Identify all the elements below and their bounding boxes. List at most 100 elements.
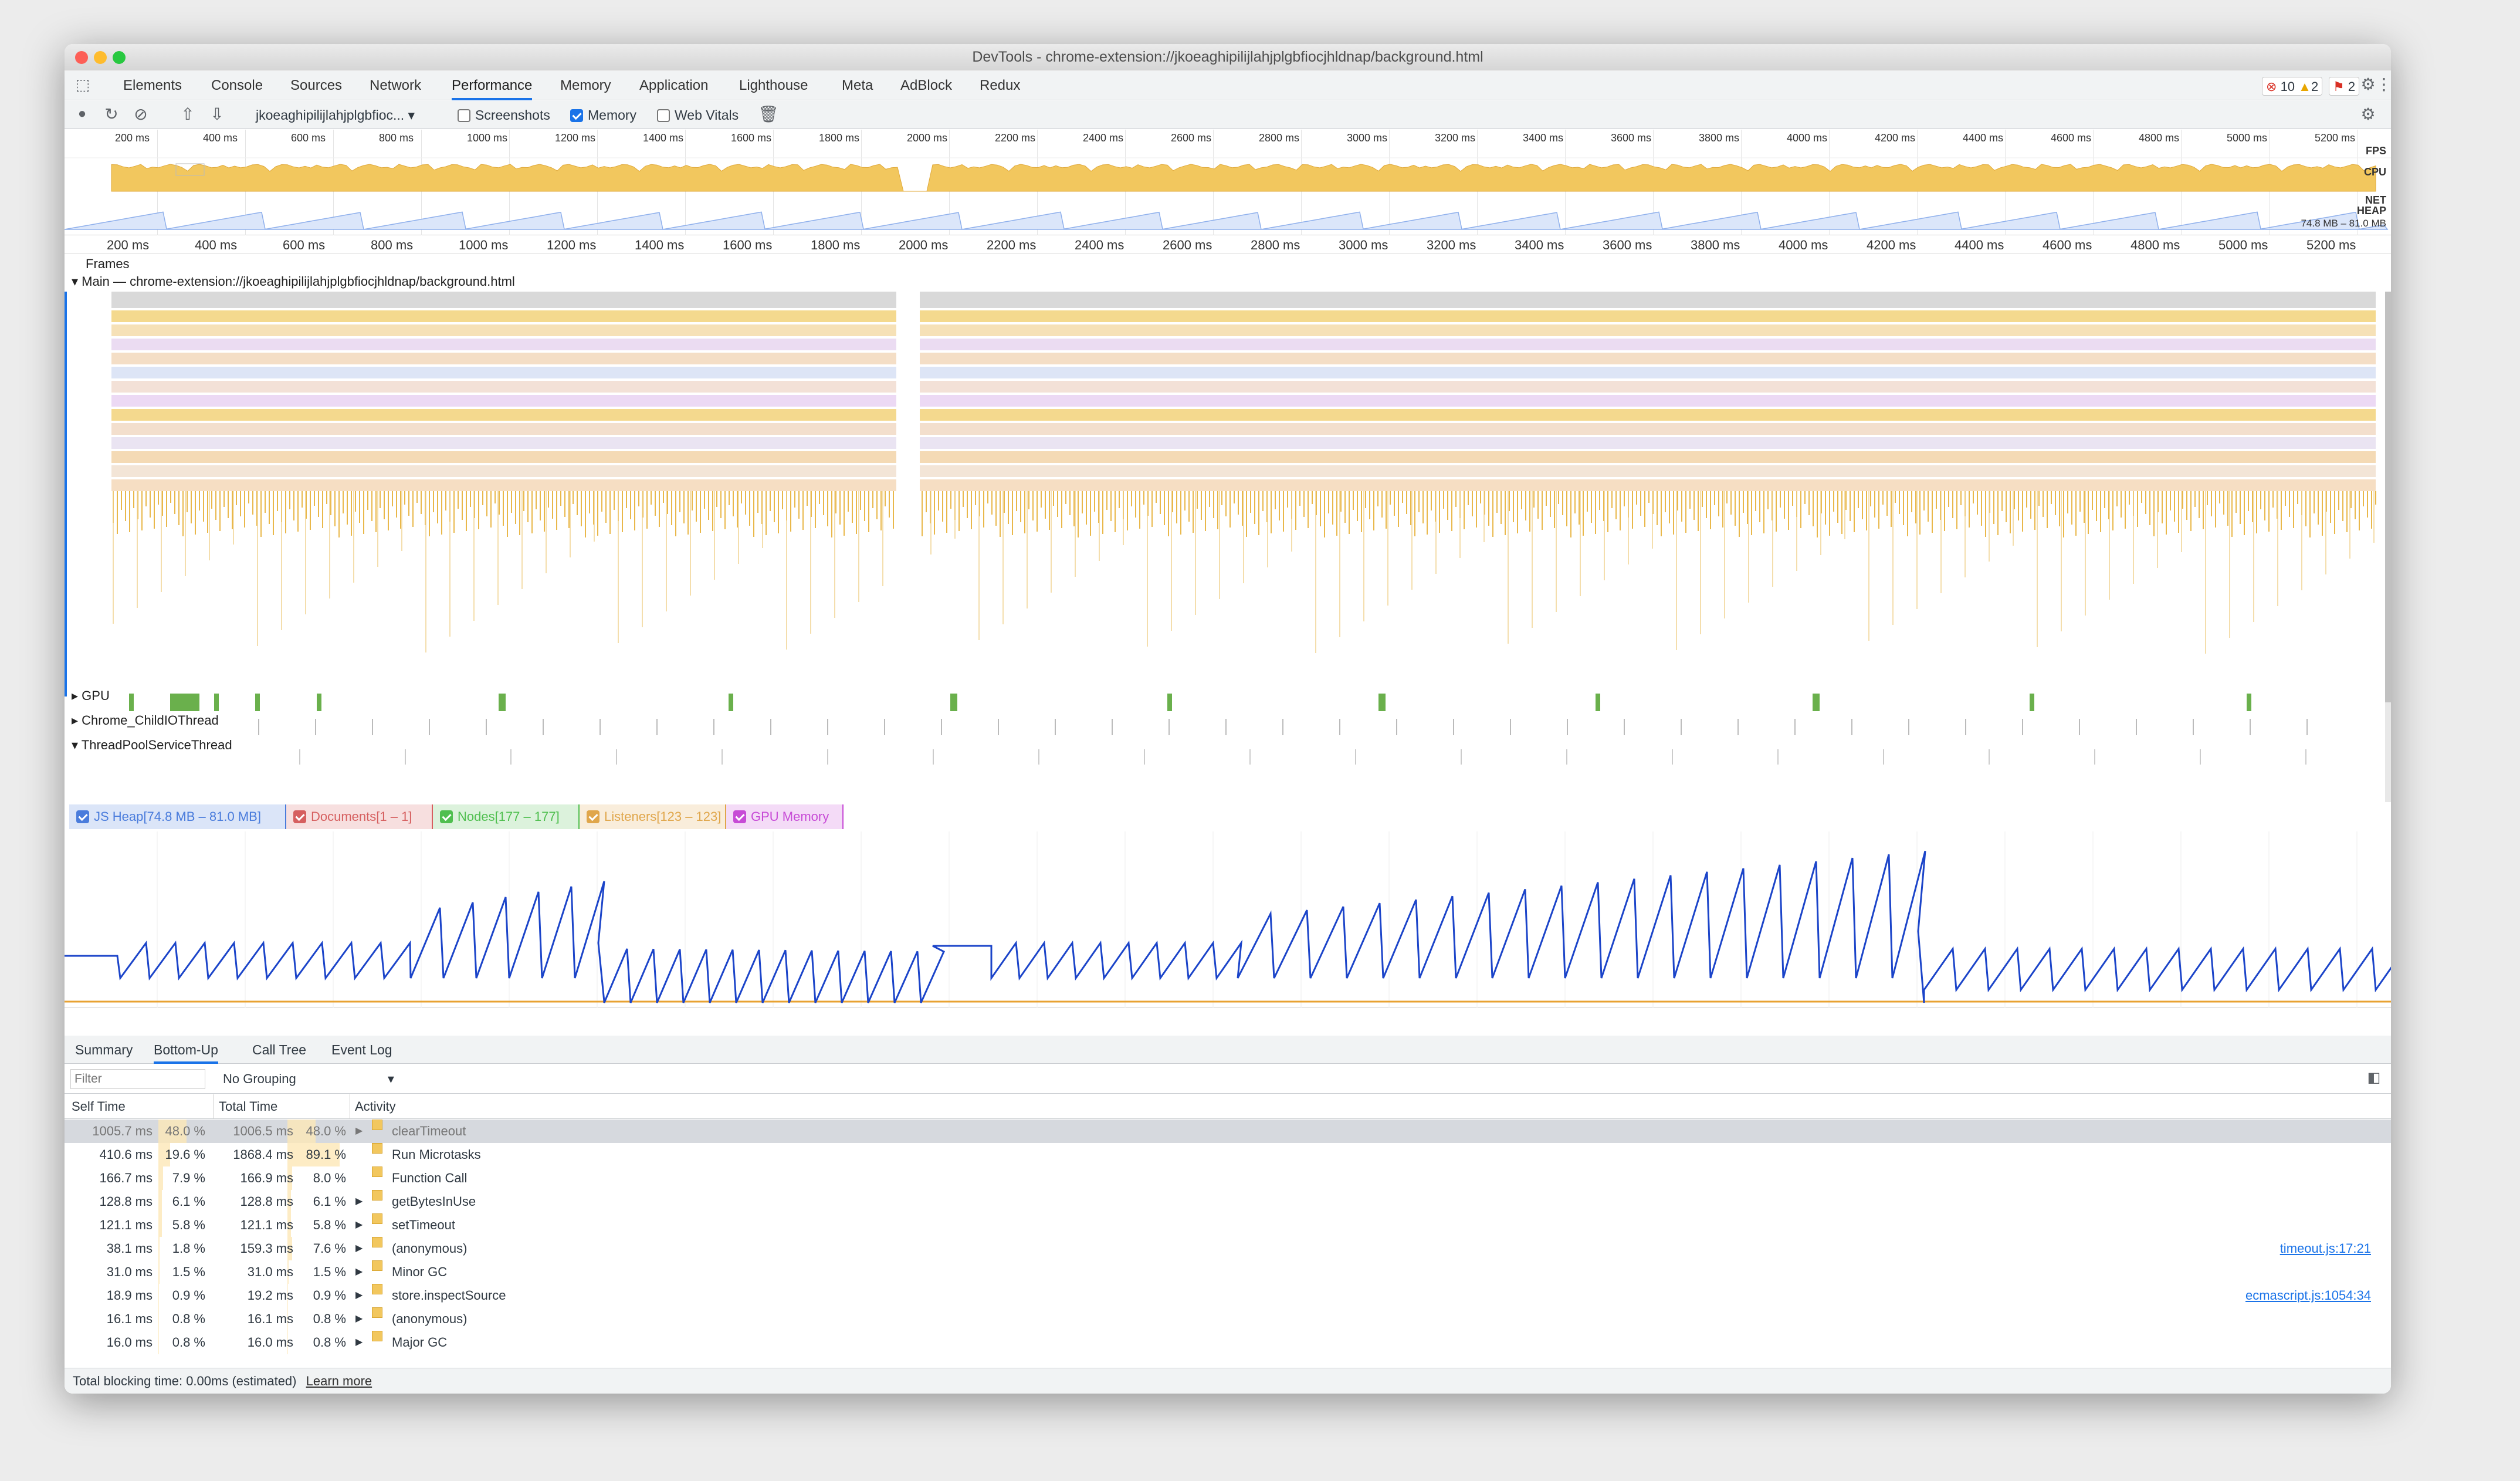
web-vitals-checkbox[interactable]: Web Vitals bbox=[657, 101, 739, 129]
source-link[interactable]: ecmascript.js:1054:34 bbox=[2245, 1288, 2371, 1303]
counter-checkbox[interactable] bbox=[587, 810, 599, 823]
gpu-task-bar[interactable] bbox=[499, 694, 506, 711]
gpu-track-label[interactable]: ▸ GPU bbox=[72, 688, 110, 703]
call-stack-bar[interactable] bbox=[920, 409, 2376, 421]
gpu-task-bar[interactable] bbox=[214, 694, 219, 711]
filter-input[interactable] bbox=[70, 1069, 205, 1089]
main-track-label[interactable]: ▾ Main — chrome-extension://jkoeaghipili… bbox=[72, 274, 515, 289]
issues-badge[interactable]: ⚑ 2 bbox=[2329, 77, 2360, 96]
learn-more-link[interactable]: Learn more bbox=[306, 1374, 372, 1388]
table-row[interactable]: 18.9 ms 0.9 % 19.2 ms 0.9 % ▶ store.inspectSo… bbox=[65, 1284, 2391, 1307]
profile-select[interactable]: jkoeaghipilijlahjplgbfioc... ▾ bbox=[256, 107, 415, 123]
tab-sources[interactable]: Sources bbox=[290, 77, 343, 93]
gpu-task-bar[interactable] bbox=[129, 694, 134, 711]
call-stack-bar[interactable] bbox=[111, 381, 896, 393]
call-stack-bar[interactable] bbox=[920, 395, 2376, 407]
call-stack-bar[interactable] bbox=[111, 339, 896, 350]
table-row[interactable]: 16.1 ms 0.8 % 16.1 ms 0.8 % ▶ (anonymous) bbox=[65, 1307, 2391, 1331]
gpu-task-bar[interactable] bbox=[170, 694, 199, 711]
call-stack-bar[interactable] bbox=[920, 367, 2376, 378]
call-stack-bar[interactable] bbox=[920, 381, 2376, 393]
table-row[interactable]: 16.0 ms 0.8 % 16.0 ms 0.8 % ▶ Major GC bbox=[65, 1331, 2391, 1354]
call-stack-bar[interactable] bbox=[111, 409, 896, 421]
main-thread-flame-graph[interactable] bbox=[65, 292, 2391, 843]
details-tab-summary[interactable]: Summary bbox=[75, 1042, 133, 1057]
tab-elements[interactable]: Elements bbox=[123, 77, 182, 93]
call-stack-bar[interactable] bbox=[111, 324, 896, 336]
download-profile-icon[interactable]: ⇩ bbox=[210, 105, 224, 123]
gpu-task-bar[interactable] bbox=[2030, 694, 2034, 711]
counter-toggle[interactable]: Listeners[123 – 123] bbox=[580, 804, 726, 829]
clear-icon[interactable]: ⊘ bbox=[134, 105, 148, 123]
call-stack-bar[interactable] bbox=[920, 451, 2376, 463]
threadpool-track-label[interactable]: ▾ ThreadPoolServiceThread bbox=[72, 738, 232, 752]
flame-scrollbar-thumb[interactable] bbox=[2385, 292, 2391, 702]
expand-arrow-icon[interactable]: ▶ bbox=[355, 1196, 363, 1206]
expand-arrow-icon[interactable]: ▶ bbox=[355, 1290, 363, 1300]
expand-arrow-icon[interactable]: ▶ bbox=[355, 1337, 363, 1347]
upload-profile-icon[interactable]: ⇧ bbox=[181, 105, 195, 123]
activity-header[interactable]: Activity bbox=[350, 1094, 396, 1119]
gpu-task-bar[interactable] bbox=[1167, 694, 1172, 711]
source-link[interactable]: timeout.js:17:21 bbox=[2279, 1241, 2371, 1256]
console-counts-badge[interactable]: ⊗ 10 ▲2 bbox=[2262, 77, 2323, 96]
grouping-select[interactable]: No Grouping ▾ bbox=[223, 1071, 394, 1086]
frames-track-label[interactable]: Frames bbox=[86, 256, 130, 271]
tab-console[interactable]: Console bbox=[211, 77, 263, 93]
gpu-task-bar[interactable] bbox=[317, 694, 321, 711]
tab-lighthouse[interactable]: Lighthouse bbox=[739, 77, 808, 93]
task-bar[interactable] bbox=[920, 292, 2376, 308]
self-time-header[interactable]: Self Time bbox=[72, 1099, 126, 1114]
trash-icon[interactable]: 🗑 bbox=[758, 105, 779, 123]
total-time-header[interactable]: Total Time bbox=[214, 1094, 277, 1119]
call-stack-bar[interactable] bbox=[920, 310, 2376, 322]
table-row[interactable]: 410.6 ms 19.6 % 1868.4 ms 89.1 % Run Microta… bbox=[65, 1143, 2391, 1166]
call-stack-bar[interactable] bbox=[111, 353, 896, 364]
table-row[interactable]: 121.1 ms 5.8 % 121.1 ms 5.8 % ▶ setTimeout bbox=[65, 1213, 2391, 1237]
call-stack-bar[interactable] bbox=[920, 324, 2376, 336]
expand-arrow-icon[interactable]: ▶ bbox=[355, 1126, 363, 1136]
call-stack-bar[interactable] bbox=[111, 437, 896, 449]
call-stack-bar[interactable] bbox=[111, 451, 896, 463]
capture-settings-gear-icon[interactable]: ⚙ bbox=[2360, 105, 2376, 123]
expand-arrow-icon[interactable]: ▶ bbox=[355, 1314, 363, 1324]
table-row[interactable]: 38.1 ms 1.8 % 159.3 ms 7.6 % ▶ (anonymous) tim… bbox=[65, 1237, 2391, 1260]
close-window-button[interactable] bbox=[75, 51, 88, 64]
record-icon[interactable]: ● bbox=[77, 106, 87, 121]
call-stack-bar[interactable] bbox=[920, 479, 2376, 491]
counter-toggle[interactable]: JS Heap[74.8 MB – 81.0 MB] bbox=[69, 804, 286, 829]
minimize-window-button[interactable] bbox=[94, 51, 107, 64]
zoom-window-button[interactable] bbox=[113, 51, 126, 64]
tab-redux[interactable]: Redux bbox=[980, 77, 1021, 93]
counter-checkbox[interactable] bbox=[76, 810, 89, 823]
call-stack-bar[interactable] bbox=[111, 395, 896, 407]
tab-adblock[interactable]: AdBlock bbox=[900, 77, 953, 93]
call-stack-bar[interactable] bbox=[111, 479, 896, 491]
counter-checkbox[interactable] bbox=[440, 810, 453, 823]
tab-performance[interactable]: Performance bbox=[452, 71, 533, 100]
gpu-task-bar[interactable] bbox=[1596, 694, 1600, 711]
table-row[interactable]: 1005.7 ms 48.0 % 1006.5 ms 48.0 % ▶ clearTime… bbox=[65, 1120, 2391, 1143]
tab-meta[interactable]: Meta bbox=[842, 77, 873, 93]
counter-toggle[interactable]: Documents[1 – 1] bbox=[286, 804, 433, 829]
inspect-element-icon[interactable]: ⬚ bbox=[75, 76, 90, 93]
more-options-icon[interactable]: ⋮ bbox=[2376, 75, 2391, 93]
tab-network[interactable]: Network bbox=[370, 77, 422, 93]
call-stack-bar[interactable] bbox=[111, 367, 896, 378]
call-stack-bar[interactable] bbox=[111, 310, 896, 322]
expand-arrow-icon[interactable]: ▶ bbox=[355, 1267, 363, 1277]
expand-arrow-icon[interactable]: ▶ bbox=[355, 1220, 363, 1230]
details-tab-event-log[interactable]: Event Log bbox=[331, 1042, 392, 1057]
expand-arrow-icon[interactable]: ▶ bbox=[355, 1243, 363, 1253]
details-tab-bottom-up[interactable]: Bottom-Up bbox=[154, 1036, 218, 1064]
memory-checkbox[interactable]: Memory bbox=[570, 101, 636, 129]
call-stack-bar[interactable] bbox=[111, 423, 896, 435]
timeline-overview[interactable]: 200 ms 400 ms 600 ms 800 ms 1000 ms 1200 ms 14… bbox=[65, 130, 2391, 235]
screenshots-checkbox[interactable]: Screenshots bbox=[458, 101, 550, 129]
call-stack-bar[interactable] bbox=[920, 437, 2376, 449]
flame-chart[interactable]: Frames ▾ Main — chrome-extension://jkoea… bbox=[65, 254, 2391, 844]
settings-gear-icon[interactable]: ⚙ bbox=[2360, 75, 2376, 93]
gpu-task-bar[interactable] bbox=[1378, 694, 1386, 711]
counter-checkbox[interactable] bbox=[733, 810, 746, 823]
details-tab-call-tree[interactable]: Call Tree bbox=[252, 1042, 307, 1057]
